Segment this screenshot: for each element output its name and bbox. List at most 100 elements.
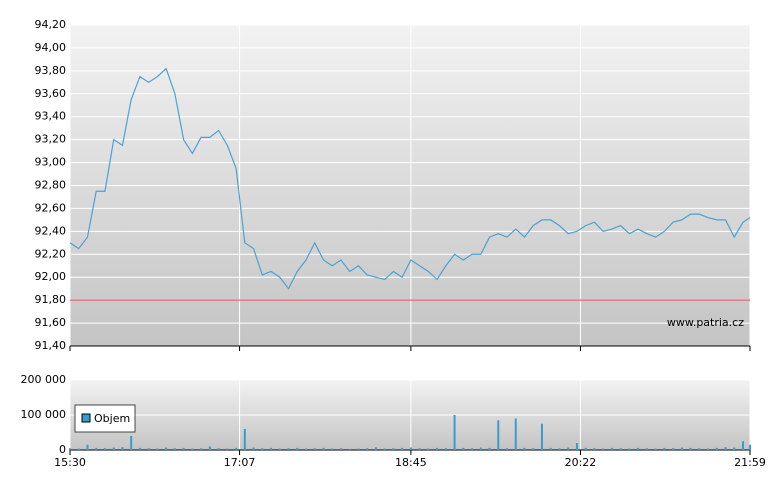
volume-bar bbox=[619, 448, 622, 450]
volume-bar bbox=[488, 447, 491, 450]
volume-bar bbox=[645, 448, 648, 450]
y-tick-label: 93,20 bbox=[35, 133, 67, 146]
volume-bar bbox=[663, 447, 666, 450]
volume-bar bbox=[392, 448, 395, 450]
volume-bar bbox=[602, 448, 605, 450]
y-tick-label: 91,40 bbox=[35, 339, 67, 352]
volume-bar bbox=[304, 448, 307, 450]
volume-bar bbox=[698, 448, 701, 450]
volume-bar bbox=[103, 448, 106, 450]
x-tick-label: 18:45 bbox=[395, 456, 427, 469]
volume-bar bbox=[436, 447, 439, 450]
volume-bar bbox=[287, 448, 290, 450]
volume-bar bbox=[514, 418, 517, 450]
y-tick-label: 92,40 bbox=[35, 224, 67, 237]
volume-bar bbox=[261, 448, 264, 450]
volume-bar bbox=[401, 447, 404, 450]
volume-bar bbox=[191, 448, 194, 450]
x-tick-label: 15:30 bbox=[54, 456, 86, 469]
volume-bar bbox=[165, 447, 168, 450]
y-tick-label: 94,20 bbox=[35, 18, 67, 31]
volume-bar bbox=[715, 447, 718, 450]
volume-bar bbox=[610, 447, 613, 450]
volume-bar bbox=[112, 447, 115, 450]
price-line bbox=[69, 67, 751, 290]
volume-bar bbox=[506, 448, 509, 450]
volume-bar bbox=[471, 448, 474, 450]
volume-bar bbox=[147, 448, 150, 450]
volume-bar bbox=[654, 448, 657, 450]
volume-bar bbox=[200, 448, 203, 450]
y-tick-label: 94,00 bbox=[35, 41, 67, 54]
volume-bar bbox=[724, 447, 727, 450]
volume-bar bbox=[130, 436, 133, 450]
watermark: www.patria.cz bbox=[667, 316, 744, 329]
volume-bar bbox=[584, 447, 587, 450]
volume-bar bbox=[549, 447, 552, 450]
volume-bar bbox=[121, 447, 124, 450]
volume-bar bbox=[742, 441, 745, 450]
volume-bar bbox=[558, 448, 561, 450]
x-tick-label: 17:07 bbox=[224, 456, 256, 469]
volume-bar bbox=[86, 444, 89, 450]
volume-bar bbox=[749, 444, 751, 450]
volume-bar bbox=[69, 448, 71, 450]
volume-bar bbox=[77, 448, 80, 450]
volume-bar bbox=[270, 447, 273, 450]
volume-bar bbox=[427, 448, 430, 450]
volume-bar bbox=[374, 447, 377, 450]
x-tick-label: 21:59 bbox=[734, 456, 766, 469]
volume-bar bbox=[540, 423, 543, 450]
legend-swatch bbox=[81, 413, 91, 423]
volume-bar bbox=[226, 448, 229, 450]
y-tick-label: 93,40 bbox=[35, 110, 67, 123]
volume-bar bbox=[453, 415, 456, 450]
volume-bar bbox=[95, 447, 98, 450]
volume-bar bbox=[672, 448, 675, 450]
y-tick-label: 93,80 bbox=[35, 64, 67, 77]
volume-bar bbox=[497, 420, 500, 450]
y-tick-label: 92,80 bbox=[35, 179, 67, 192]
y-tick-label: 92,00 bbox=[35, 270, 67, 283]
volume-bar bbox=[208, 446, 211, 450]
volume-bar bbox=[593, 448, 596, 450]
y-tick-label: 92,60 bbox=[35, 201, 67, 214]
volume-bar bbox=[252, 447, 255, 450]
y-tick-label: 93,00 bbox=[35, 156, 67, 169]
y-tick-label: 91,60 bbox=[35, 316, 67, 329]
volume-bar bbox=[532, 448, 535, 450]
y-tick-label: 92,20 bbox=[35, 247, 67, 260]
volume-bar bbox=[217, 448, 220, 450]
volume-bar bbox=[278, 448, 281, 450]
volume-bar bbox=[296, 447, 299, 450]
y-tick-label: 93,60 bbox=[35, 87, 67, 100]
y-tick-label: 100 000 bbox=[21, 408, 67, 421]
volume-bar bbox=[733, 447, 736, 450]
volume-bar bbox=[575, 443, 578, 450]
volume-bar bbox=[182, 447, 185, 450]
y-tick-label: 200 000 bbox=[21, 373, 67, 386]
volume-bar bbox=[409, 447, 412, 450]
volume-bar bbox=[418, 448, 421, 450]
volume-bar bbox=[243, 429, 246, 450]
volume-bar bbox=[173, 448, 176, 450]
y-tick-label: 91,80 bbox=[35, 293, 67, 306]
volume-bar bbox=[322, 447, 325, 450]
volume-bar bbox=[235, 447, 238, 450]
volume-bar bbox=[156, 448, 159, 450]
volume-bar bbox=[462, 447, 465, 450]
volume-bar bbox=[680, 447, 683, 450]
volume-bar bbox=[313, 448, 316, 450]
volume-bar bbox=[707, 448, 710, 450]
volume-bar bbox=[689, 447, 692, 450]
volume-bar bbox=[444, 448, 447, 450]
volume-bar bbox=[628, 448, 631, 450]
volume-bar bbox=[331, 448, 334, 450]
volume-bar bbox=[479, 447, 482, 450]
y-tick-label: 0 bbox=[59, 443, 66, 456]
volume-bar bbox=[339, 448, 342, 450]
volume-bar bbox=[523, 447, 526, 450]
volume-bar bbox=[138, 447, 141, 450]
legend-label: Objem bbox=[94, 412, 130, 425]
